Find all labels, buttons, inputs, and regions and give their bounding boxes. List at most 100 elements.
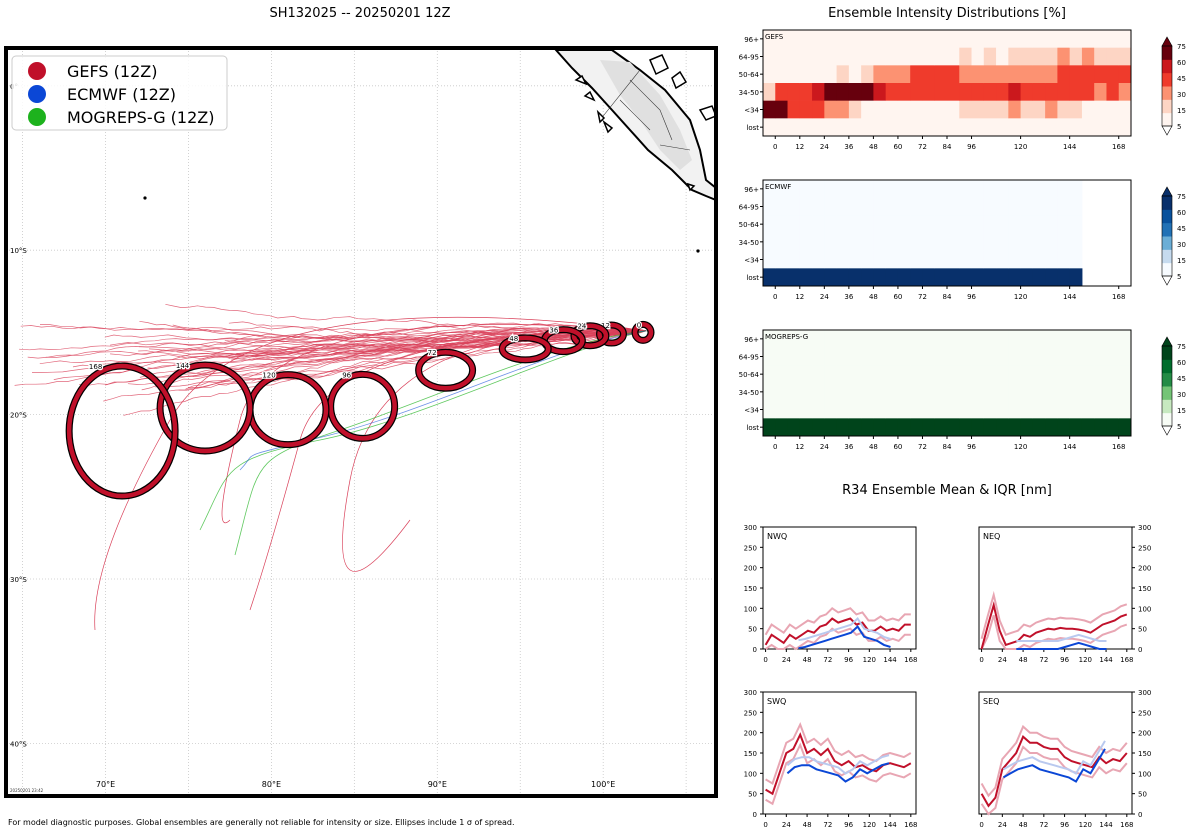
heatmap-cell (922, 250, 936, 269)
r34-gefs-iqr-upper (980, 590, 1128, 640)
heatmap-cell (934, 30, 948, 48)
heatmap-cell (1069, 100, 1083, 119)
heatmap-x-label: 168 (1112, 293, 1125, 301)
track-ellipse (499, 335, 551, 363)
heatmap-cell (922, 180, 936, 198)
heatmap-cell (1020, 400, 1034, 419)
heatmap-cell (971, 197, 985, 216)
heatmap-cell (1020, 250, 1034, 269)
heatmap-cell (1032, 197, 1046, 216)
heatmap-cell (947, 180, 960, 198)
heatmap-cell (787, 383, 801, 401)
heatmap-cell (1069, 47, 1083, 66)
heatmap-y-label: 64-95 (739, 54, 759, 62)
r34-x-label: 144 (883, 821, 897, 829)
heatmap-cell (885, 330, 899, 348)
heatmap-cell (775, 30, 789, 48)
coastline (143, 49, 717, 253)
r34-x-label: 24 (998, 656, 1007, 664)
heatmap-cell (1008, 268, 1022, 287)
heatmap-cell (885, 65, 899, 84)
forecast-hour-label: 168 (89, 363, 102, 371)
colorbar-bottom-arrow (1161, 125, 1173, 136)
r34-ecmwf-mean (786, 762, 890, 783)
heatmap-cell (971, 330, 985, 348)
heatmap-cell (959, 180, 973, 198)
heatmap-cell (897, 30, 911, 48)
heatmap-cell (799, 197, 813, 216)
heatmap-cell (1045, 418, 1058, 437)
heatmap-cell (861, 100, 874, 119)
heatmap-cell (897, 65, 911, 84)
colorbar-label: 5 (1177, 423, 1181, 431)
heatmap-cell (947, 347, 960, 366)
heatmap-cell (763, 400, 776, 419)
heatmap-cell (971, 365, 985, 384)
heatmap-cell (934, 400, 948, 419)
legend: GEFS (12Z) ECMWF (12Z) MOGREPS-G (12Z) (11, 55, 228, 131)
heatmap-cell (799, 347, 813, 366)
heatmap-cell (1106, 400, 1120, 419)
r34-panel-nwq: NWQ 0 50 100 150 200 250 300 0 24 48 72 96 120 144 168 (744, 524, 918, 664)
heatmap-cell (1106, 383, 1120, 401)
heatmap-cell (848, 400, 862, 419)
heatmap-cell (824, 250, 838, 269)
heatmap-cell (910, 268, 923, 287)
legend-box (11, 55, 228, 131)
r34-x-label: 24 (782, 656, 791, 664)
r34-x-label: 72 (1039, 656, 1048, 664)
heatmap-cell (996, 383, 1009, 401)
heatmap-cell (1106, 347, 1120, 366)
heatmap-cell (922, 47, 936, 66)
colorbar-label: 45 (1177, 225, 1186, 233)
heatmap-cell (812, 330, 825, 348)
heatmap-x-label: 60 (893, 293, 902, 301)
r34-y-label: 50 (1138, 791, 1147, 799)
heatmap-cell (848, 100, 862, 119)
heatmap-cell (983, 365, 997, 384)
colorbar-label: 60 (1177, 59, 1186, 67)
heatmap-cell (1057, 215, 1071, 234)
heatmap-cell (947, 383, 960, 401)
heatmap-cell (1045, 197, 1058, 216)
heatmap-cell (861, 83, 874, 101)
heatmap-cell (983, 180, 997, 198)
heatmap-cell (910, 347, 923, 366)
heatmap-cell (873, 418, 887, 437)
heatmap-cell (1069, 65, 1083, 84)
heatmap-cell (763, 47, 776, 66)
heatmap-cell (934, 65, 948, 84)
r34-x-label: 0 (979, 656, 983, 664)
r34-y-label: 250 (1138, 709, 1151, 717)
heatmap-y-label: 64-95 (739, 204, 759, 212)
heatmap-cell (873, 233, 887, 251)
colorbar-segment (1162, 346, 1172, 360)
heatmap-cell (763, 180, 776, 198)
heatmap-cell (1032, 418, 1046, 437)
heatmap-x-label: 84 (943, 143, 952, 151)
colorbar-label: 60 (1177, 359, 1186, 367)
heatmap-cell (1069, 330, 1083, 348)
heatmap-cell (836, 197, 850, 216)
heatmap-cell (836, 118, 850, 137)
r34-x-label: 0 (763, 821, 767, 829)
heatmap-cell (836, 383, 850, 401)
heatmap-cell (1020, 365, 1034, 384)
heatmap-gefs: GEFS 96+ 64-95 50-64 34-50 <34 lost 0 12 24 36 48 60… (739, 29, 1186, 151)
heatmap-cell (836, 65, 850, 84)
colorbar-label: 30 (1177, 241, 1186, 249)
heatmap-cell (1057, 347, 1071, 366)
heatmap-cell (959, 250, 973, 269)
heatmap-cell (983, 118, 997, 137)
heatmap-cell (799, 233, 813, 251)
heatmap-cell (1057, 400, 1071, 419)
r34-ecmwf-mean (798, 625, 891, 650)
heatmap-cell (763, 100, 776, 119)
heatmap-cell (824, 100, 838, 119)
heatmap-cell (885, 100, 899, 119)
heatmap-cell (1081, 418, 1095, 437)
heatmap-cell (775, 400, 789, 419)
heatmap-cell (1106, 100, 1120, 119)
gefs-member-track (110, 329, 647, 358)
heatmap-cell (775, 100, 789, 119)
